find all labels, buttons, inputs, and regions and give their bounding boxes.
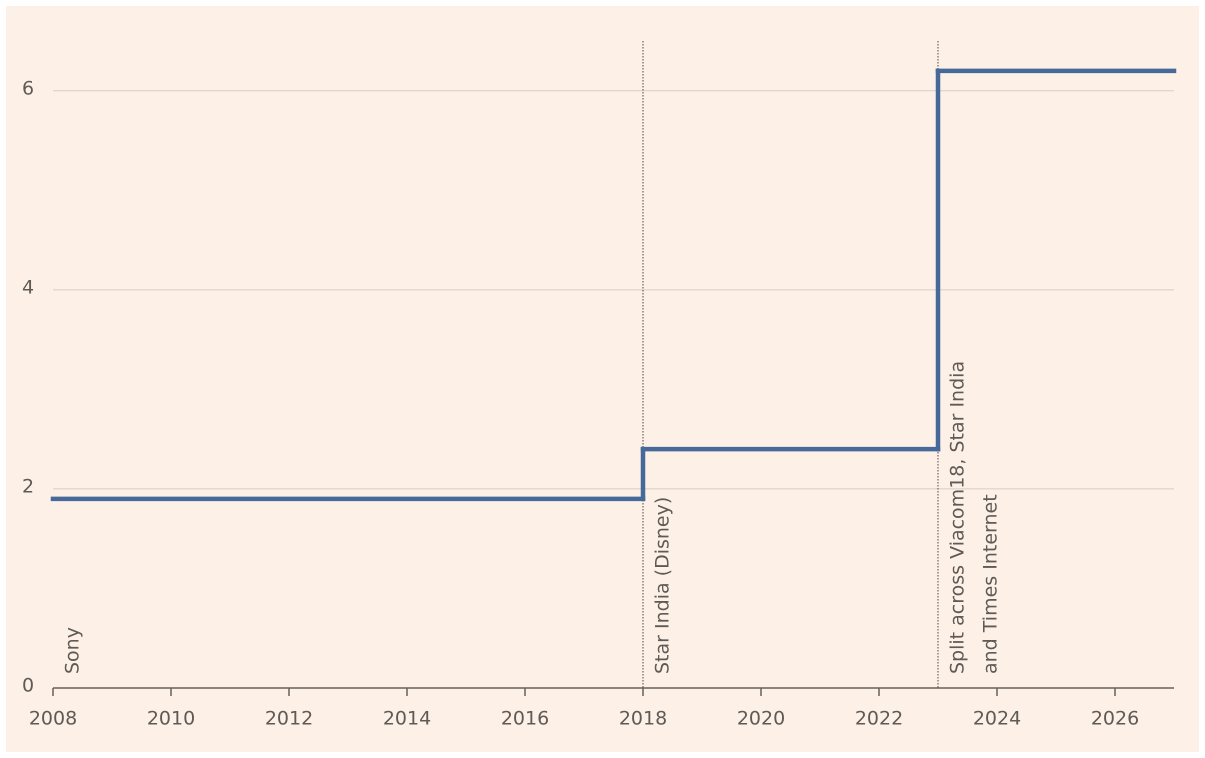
x-tick-label: 2022 [855,708,903,730]
annotation-text: Split across Viacom18, Star India [947,361,969,674]
x-tick-label: 2010 [147,708,195,730]
annotation-text: Sony [62,627,84,674]
x-tick-label: 2016 [501,708,549,730]
x-tick-label: 2020 [737,708,785,730]
y-tick-label: 0 [22,675,34,697]
x-tick-label: 2018 [619,708,667,730]
annotation-text: Star India (Disney) [652,497,674,674]
x-tick-label: 2026 [1091,708,1139,730]
y-tick-label: 6 [22,77,34,99]
x-tick-label: 2012 [265,708,313,730]
x-tick-label: 2024 [973,708,1021,730]
chart-background [6,6,1199,752]
y-tick-label: 4 [22,276,34,298]
annotation-text: and Times Internet [980,494,1002,674]
y-tick-label: 2 [22,475,34,497]
x-tick-label: 2014 [383,708,431,730]
x-tick-label: 2008 [29,708,77,730]
